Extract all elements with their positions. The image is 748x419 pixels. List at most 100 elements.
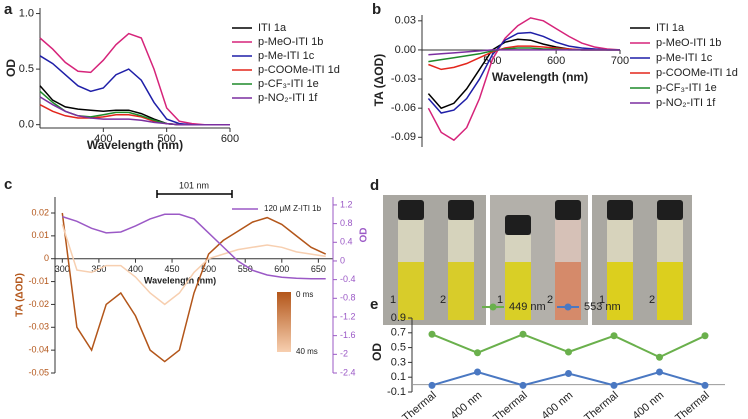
- y-tick-label: 0.3: [391, 356, 406, 368]
- point: [610, 381, 618, 389]
- x-tick-label: 400: [128, 264, 143, 274]
- panel-letter: d: [370, 177, 379, 194]
- colorbar-label: 40 ms: [296, 347, 318, 356]
- legend-label: 120 μM Z-ITI 1b: [264, 204, 322, 213]
- x-axis-label: Wavelength (nm): [492, 70, 588, 84]
- legend-label: p-MeO-ITI 1b: [258, 36, 323, 48]
- x-tick-label: 400 nm: [630, 389, 666, 419]
- y-tick-label: 0.0: [19, 119, 34, 131]
- series-line: [427, 17, 621, 142]
- x-tick-label: 400 nm: [448, 389, 484, 419]
- y-tick-label: 0.03: [395, 15, 416, 27]
- y-tick-label: -0.02: [28, 299, 49, 309]
- point: [519, 330, 527, 338]
- y-tick-label: 0.02: [31, 207, 49, 217]
- series-line: [428, 49, 620, 56]
- legend-label: ITI 1a: [656, 22, 685, 34]
- x-axis-label: Wavelength (nm): [87, 138, 183, 152]
- y-tick-label: -0.05: [28, 367, 49, 377]
- point: [519, 381, 527, 389]
- y-tick-label: 0: [44, 253, 49, 263]
- colorbar: [277, 292, 291, 352]
- y-axis-label: OD: [370, 343, 384, 361]
- panel-letter: e: [370, 296, 378, 313]
- panel-letter: c: [4, 176, 12, 193]
- legend-label: p-NO₂-ITI 1f: [258, 92, 318, 104]
- series-line: [61, 212, 327, 363]
- y-tick-label: -0.04: [28, 345, 49, 355]
- y-tick-label: 0.9: [391, 312, 406, 324]
- series-line: [39, 85, 230, 126]
- x-tick-label: 300: [55, 264, 70, 274]
- x-tick-label: Thermal: [491, 389, 530, 419]
- y2-tick-label: -2: [340, 349, 348, 359]
- point: [565, 348, 572, 356]
- legend-label: p-COOMe-ITI 1d: [656, 67, 738, 79]
- x-tick-label: 400 nm: [539, 389, 575, 419]
- panel-letter: b: [372, 1, 381, 18]
- y2-tick-label: -1.2: [340, 311, 356, 321]
- point: [565, 370, 572, 377]
- vial-label: 1: [599, 294, 605, 306]
- series-line: [39, 96, 230, 126]
- series-line: [39, 32, 230, 126]
- vial-label: 2: [547, 294, 553, 306]
- x-tick-label: 500: [201, 264, 216, 274]
- y2-tick-label: -1.6: [340, 330, 356, 340]
- point: [610, 332, 618, 340]
- x-tick-label: 500: [157, 133, 175, 145]
- y-tick-label: 0.00: [395, 44, 416, 56]
- y-axis-label: TA (ΔOD): [372, 54, 386, 107]
- legend-label: p-Me-ITI 1c: [258, 50, 315, 62]
- x-tick-label: 600: [274, 264, 289, 274]
- legend-marker: [564, 303, 572, 311]
- legend-label: p-COOMe-ITI 1d: [258, 64, 340, 76]
- legend-label: p-MeO-ITI 1b: [656, 37, 721, 49]
- y2-tick-label: -2.4: [340, 367, 356, 377]
- y-tick-label: 0.5: [19, 63, 34, 75]
- vial-label: 1: [497, 294, 503, 306]
- y-tick-label: 1.0: [19, 7, 34, 19]
- y-axis-label: TA (ΔOD): [15, 273, 26, 317]
- legend-label: p-CF₃-ITI 1e: [258, 78, 319, 90]
- legend-label: p-CF₃-ITI 1e: [656, 82, 717, 94]
- series-line: [62, 213, 326, 280]
- x-tick-label: 400: [94, 133, 112, 145]
- annotation: 101 nm: [179, 180, 209, 190]
- y-tick-label: -0.1: [387, 386, 406, 398]
- y-tick-label: -0.06: [391, 102, 416, 114]
- point: [701, 332, 709, 340]
- y-tick-label: -0.01: [28, 276, 49, 286]
- series-line: [427, 31, 620, 114]
- vial-label: 2: [440, 294, 446, 306]
- series-line: [61, 224, 326, 306]
- legend-label: 449 nm: [509, 301, 546, 313]
- x-axis-label: Wavelength (nm): [144, 275, 216, 285]
- y-axis-label: OD: [4, 59, 18, 77]
- y2-axis-label: OD: [359, 228, 370, 243]
- y2-tick-label: 0: [340, 255, 345, 265]
- photo-panel: d 1 2 1 2 1 2: [370, 177, 692, 325]
- legend-label: p-Me-ITI 1c: [656, 52, 713, 64]
- point: [428, 381, 436, 389]
- y-tick-label: 0.1: [391, 371, 406, 383]
- legend-label: p-NO₂-ITI 1f: [656, 97, 716, 109]
- y-tick-label: -0.03: [391, 73, 416, 85]
- y-tick-label: -0.03: [28, 322, 49, 332]
- x-tick-label: 550: [238, 264, 253, 274]
- y2-tick-label: 0.4: [340, 237, 353, 247]
- colorbar-label: 0 ms: [296, 290, 313, 299]
- point: [428, 330, 436, 338]
- vial-label: 2: [649, 294, 655, 306]
- vials: [398, 200, 683, 320]
- y2-tick-label: -0.4: [340, 274, 356, 284]
- y-tick-label: 0.5: [391, 342, 406, 354]
- point: [474, 368, 481, 376]
- panel-letter: a: [4, 1, 13, 18]
- y-tick-label: 0.01: [31, 230, 49, 240]
- legend-label: ITI 1a: [258, 22, 287, 34]
- y2-tick-label: 0.8: [340, 218, 353, 228]
- legend-label: 553 nm: [584, 301, 621, 313]
- x-tick-label: Thermal: [673, 389, 712, 419]
